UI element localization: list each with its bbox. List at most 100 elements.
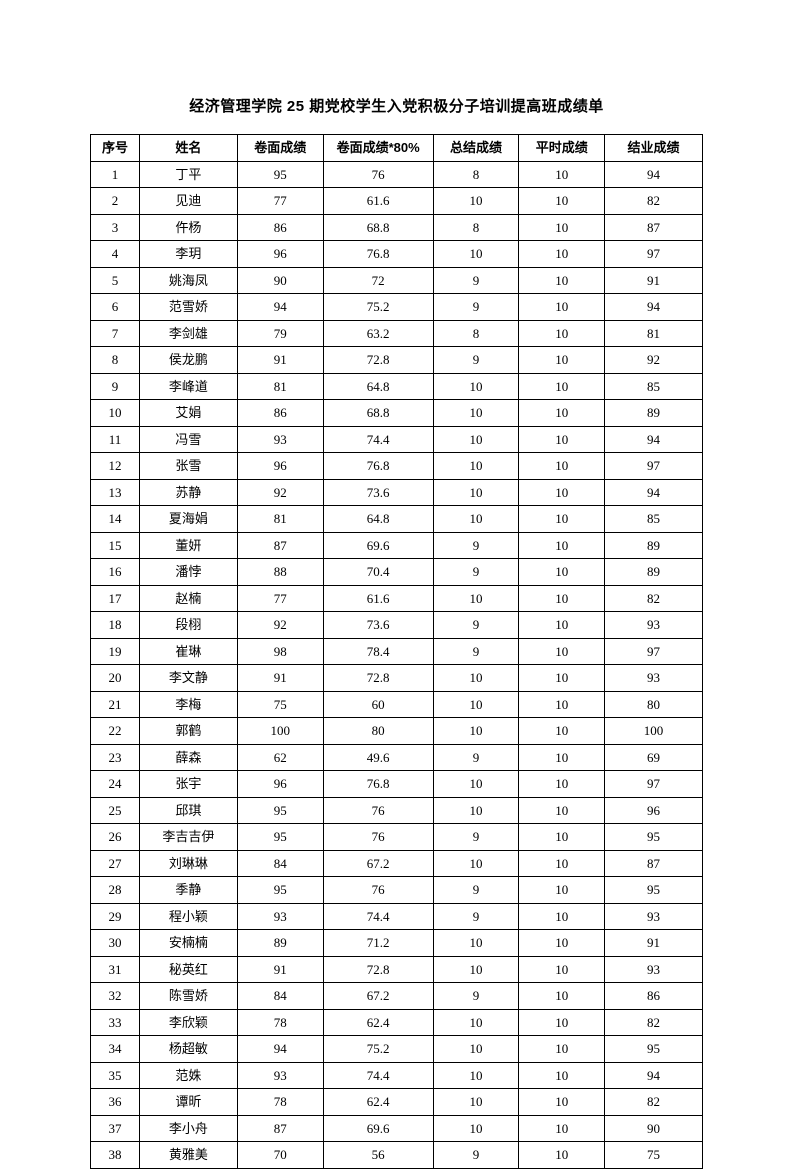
table-cell: 92 [237, 479, 323, 506]
table-row: 26李吉吉伊957691095 [91, 824, 703, 851]
table-cell: 91 [237, 347, 323, 374]
table-row: 4李玥9676.8101097 [91, 241, 703, 268]
table-cell: 10 [433, 956, 519, 983]
table-cell: 10 [433, 241, 519, 268]
table-cell: 10 [519, 453, 605, 480]
table-cell: 刘琳琳 [139, 850, 237, 877]
table-cell: 见迪 [139, 188, 237, 215]
table-cell: 93 [605, 612, 703, 639]
table-cell: 94 [605, 479, 703, 506]
table-header-cell: 平时成绩 [519, 135, 605, 162]
table-cell: 谭昕 [139, 1089, 237, 1116]
table-cell: 李小舟 [139, 1115, 237, 1142]
table-cell: 13 [91, 479, 140, 506]
table-cell: 78.4 [323, 638, 433, 665]
table-cell: 70 [237, 1142, 323, 1169]
table-cell: 10 [433, 453, 519, 480]
table-cell: 黄雅美 [139, 1142, 237, 1169]
table-cell: 74.4 [323, 426, 433, 453]
table-row: 27刘琳琳8467.2101087 [91, 850, 703, 877]
table-row: 33李欣颖7862.4101082 [91, 1009, 703, 1036]
table-cell: 2 [91, 188, 140, 215]
table-cell: 86 [237, 214, 323, 241]
table-cell: 22 [91, 718, 140, 745]
table-cell: 陈雪娇 [139, 983, 237, 1010]
table-cell: 94 [237, 1036, 323, 1063]
table-cell: 10 [519, 983, 605, 1010]
table-cell: 33 [91, 1009, 140, 1036]
table-row: 17赵楠7761.6101082 [91, 585, 703, 612]
table-row: 14夏海娟8164.8101085 [91, 506, 703, 533]
table-cell: 84 [237, 850, 323, 877]
table-header-row: 序号姓名卷面成绩卷面成绩*80%总结成绩平时成绩结业成绩 [91, 135, 703, 162]
table-cell: 82 [605, 1089, 703, 1116]
table-cell: 10 [519, 532, 605, 559]
table-cell: 10 [519, 1009, 605, 1036]
table-cell: 10 [519, 559, 605, 586]
table-cell: 98 [237, 638, 323, 665]
table-cell: 75 [605, 1142, 703, 1169]
table-row: 18段栩9273.691093 [91, 612, 703, 639]
table-cell: 87 [237, 1115, 323, 1142]
table-cell: 94 [237, 294, 323, 321]
table-cell: 60 [323, 691, 433, 718]
table-cell: 16 [91, 559, 140, 586]
table-row: 22郭鹤100801010100 [91, 718, 703, 745]
table-cell: 10 [433, 373, 519, 400]
table-row: 25邱琪9576101096 [91, 797, 703, 824]
table-cell: 10 [519, 585, 605, 612]
table-row: 8侯龙鹏9172.891092 [91, 347, 703, 374]
table-cell: 10 [519, 956, 605, 983]
table-cell: 9 [433, 347, 519, 374]
table-cell: 10 [519, 1062, 605, 1089]
table-cell: 74.4 [323, 903, 433, 930]
table-cell: 10 [91, 400, 140, 427]
table-cell: 84 [237, 983, 323, 1010]
table-cell: 24 [91, 771, 140, 798]
table-cell: 10 [519, 320, 605, 347]
table-row: 21李梅7560101080 [91, 691, 703, 718]
table-cell: 27 [91, 850, 140, 877]
table-cell: 37 [91, 1115, 140, 1142]
table-cell: 95 [605, 877, 703, 904]
table-cell: 89 [605, 559, 703, 586]
table-cell: 李文静 [139, 665, 237, 692]
table-row: 13苏静9273.6101094 [91, 479, 703, 506]
table-cell: 76.8 [323, 453, 433, 480]
table-cell: 81 [605, 320, 703, 347]
table-cell: 10 [519, 1115, 605, 1142]
table-cell: 94 [605, 161, 703, 188]
table-cell: 10 [433, 1009, 519, 1036]
table-cell: 10 [519, 612, 605, 639]
table-cell: 89 [605, 400, 703, 427]
table-cell: 61.6 [323, 188, 433, 215]
table-cell: 9 [433, 267, 519, 294]
table-cell: 25 [91, 797, 140, 824]
table-cell: 36 [91, 1089, 140, 1116]
table-cell: 8 [433, 320, 519, 347]
table-cell: 86 [237, 400, 323, 427]
table-cell: 10 [519, 665, 605, 692]
table-cell: 李欣颖 [139, 1009, 237, 1036]
table-cell: 90 [605, 1115, 703, 1142]
table-cell: 9 [433, 612, 519, 639]
table-cell: 10 [433, 930, 519, 957]
table-cell: 93 [237, 426, 323, 453]
table-cell: 10 [519, 426, 605, 453]
table-cell: 73.6 [323, 612, 433, 639]
table-row: 10艾娟8668.8101089 [91, 400, 703, 427]
table-cell: 63.2 [323, 320, 433, 347]
table-cell: 75.2 [323, 294, 433, 321]
table-cell: 1 [91, 161, 140, 188]
table-cell: 67.2 [323, 850, 433, 877]
table-cell: 邱琪 [139, 797, 237, 824]
table-cell: 10 [519, 1142, 605, 1169]
table-cell: 15 [91, 532, 140, 559]
table-cell: 77 [237, 188, 323, 215]
table-cell: 4 [91, 241, 140, 268]
table-cell: 72.8 [323, 665, 433, 692]
table-cell: 21 [91, 691, 140, 718]
table-cell: 87 [605, 850, 703, 877]
table-cell: 10 [433, 797, 519, 824]
table-cell: 35 [91, 1062, 140, 1089]
